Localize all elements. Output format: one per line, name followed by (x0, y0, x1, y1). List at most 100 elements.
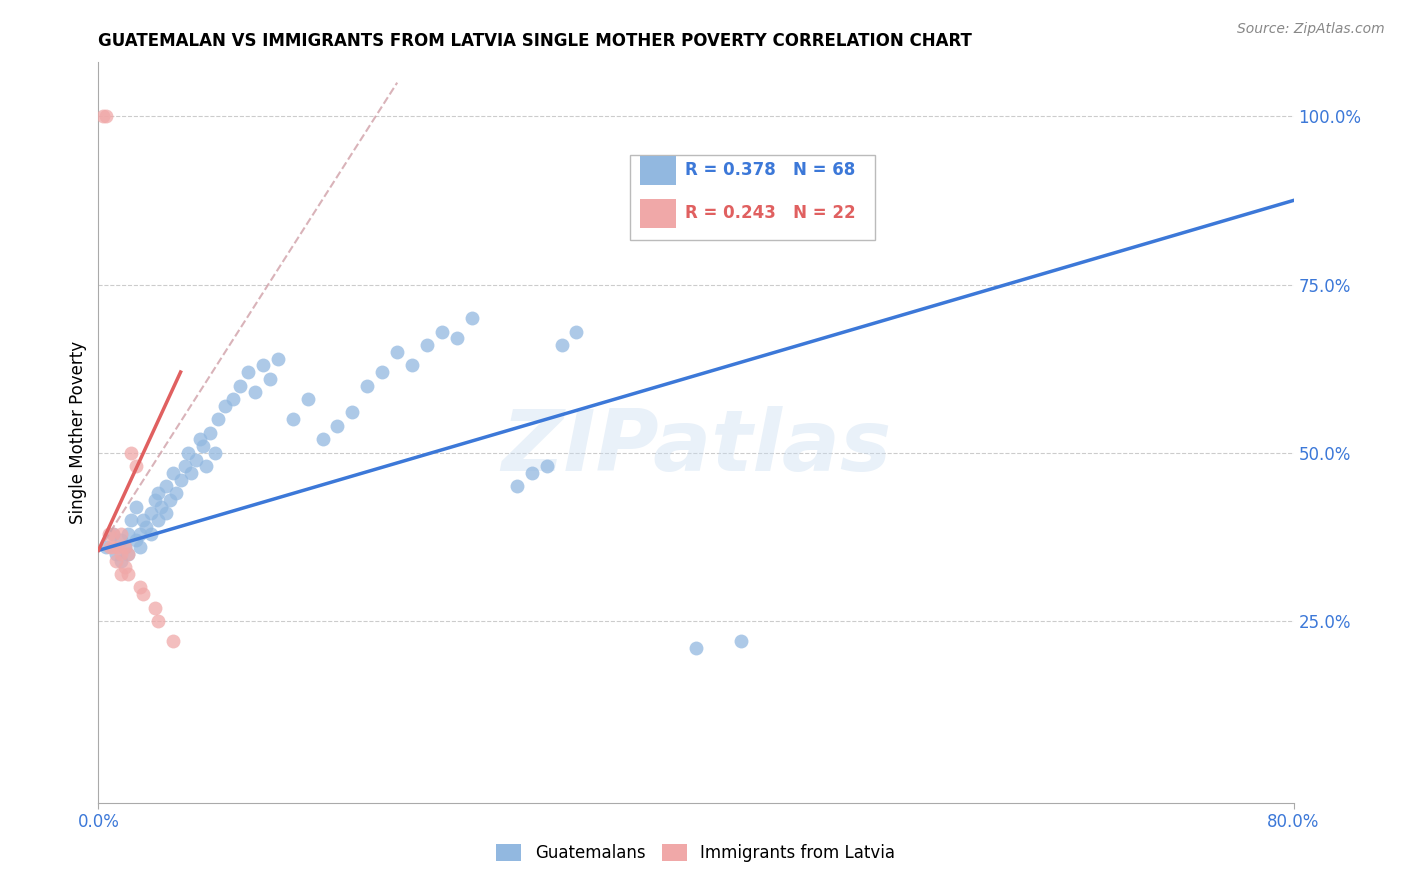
Point (204, 446, 226, 460)
Point (125, 533, 148, 548)
Point (536, 459, 558, 474)
Point (281, 412, 304, 426)
Point (110, 526, 132, 541)
Y-axis label: Single Mother Poverty: Single Mother Poverty (69, 341, 87, 524)
Point (759, 177, 782, 191)
Point (356, 378, 378, 392)
Point (267, 351, 290, 366)
Point (207, 412, 229, 426)
Point (114, 540, 136, 554)
Point (326, 418, 349, 433)
FancyBboxPatch shape (640, 200, 676, 227)
Point (129, 540, 152, 554)
Point (139, 526, 162, 541)
Point (103, 540, 125, 554)
Point (169, 473, 191, 487)
Point (775, 177, 797, 191)
Point (191, 439, 214, 453)
Point (110, 533, 132, 548)
Point (103, 526, 125, 541)
Point (200, 425, 222, 440)
Point (236, 365, 259, 379)
Point (685, 640, 707, 655)
Point (105, 547, 128, 561)
Point (129, 581, 152, 595)
Point (177, 446, 200, 460)
Text: R = 0.378   N = 68: R = 0.378 N = 68 (685, 161, 855, 178)
Point (550, 338, 572, 352)
Point (150, 500, 173, 514)
Point (143, 600, 166, 615)
Point (165, 486, 187, 500)
Point (155, 479, 177, 493)
Point (430, 325, 453, 339)
Point (107, 540, 129, 554)
Point (259, 372, 281, 386)
Point (804, 177, 827, 191)
Point (180, 466, 202, 480)
Point (139, 507, 162, 521)
Point (114, 560, 136, 574)
Text: R = 0.243   N = 22: R = 0.243 N = 22 (685, 203, 856, 222)
Point (117, 566, 139, 581)
Point (103, 526, 125, 541)
Point (174, 459, 197, 474)
Text: ZIPatlas: ZIPatlas (501, 406, 891, 489)
Point (98, 540, 122, 554)
Point (401, 359, 423, 373)
Point (117, 526, 139, 541)
Point (105, 553, 128, 567)
Point (135, 520, 157, 534)
Point (159, 492, 181, 507)
Point (120, 513, 142, 527)
Point (214, 399, 236, 413)
Point (245, 385, 267, 400)
Point (110, 547, 132, 561)
Point (148, 486, 170, 500)
Point (148, 513, 170, 527)
Point (94, 540, 117, 554)
Point (162, 634, 184, 648)
Point (162, 466, 184, 480)
Point (188, 433, 211, 447)
FancyBboxPatch shape (640, 156, 676, 185)
Point (342, 405, 364, 419)
Point (730, 634, 752, 648)
Point (506, 479, 529, 493)
Point (94, 109, 117, 123)
Point (125, 500, 148, 514)
Point (125, 459, 148, 474)
Point (385, 344, 409, 359)
Point (446, 331, 468, 345)
Point (132, 513, 155, 527)
Point (120, 446, 142, 460)
Point (143, 492, 166, 507)
Point (416, 338, 439, 352)
Point (520, 466, 543, 480)
Point (311, 433, 333, 447)
Point (110, 566, 132, 581)
FancyBboxPatch shape (630, 155, 876, 240)
Point (195, 459, 218, 474)
Legend: Guatemalans, Immigrants from Latvia: Guatemalans, Immigrants from Latvia (489, 837, 903, 869)
Point (461, 311, 484, 326)
Point (155, 507, 177, 521)
Point (184, 452, 207, 467)
Point (114, 540, 136, 554)
Point (297, 392, 319, 406)
Point (117, 547, 139, 561)
Point (222, 392, 245, 406)
Point (117, 547, 139, 561)
Point (252, 359, 274, 373)
Point (129, 526, 152, 541)
Point (97, 526, 120, 541)
Point (91, 109, 114, 123)
Point (132, 587, 155, 601)
Text: Source: ZipAtlas.com: Source: ZipAtlas.com (1237, 22, 1385, 37)
Point (229, 378, 252, 392)
Text: GUATEMALAN VS IMMIGRANTS FROM LATVIA SINGLE MOTHER POVERTY CORRELATION CHART: GUATEMALAN VS IMMIGRANTS FROM LATVIA SIN… (98, 32, 973, 50)
Point (148, 614, 170, 628)
Point (565, 325, 588, 339)
Point (110, 553, 132, 567)
Point (371, 365, 394, 379)
